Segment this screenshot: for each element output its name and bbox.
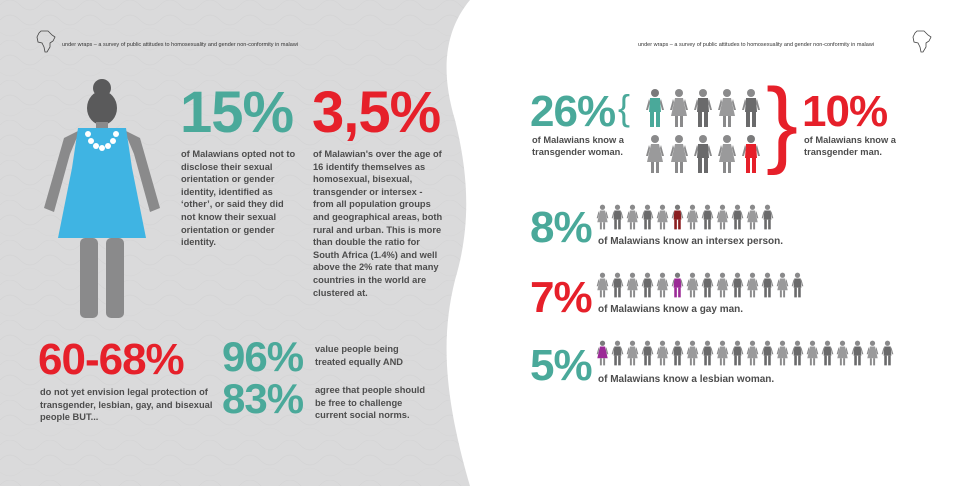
- person-icon: [716, 204, 729, 230]
- stat-10-text: of Malawians know a transgender man.: [804, 135, 896, 157]
- stat-7-text: of Malawians know a gay man.: [598, 304, 744, 315]
- person-icon: [701, 340, 714, 366]
- bracket-left: {: [618, 87, 630, 128]
- stat-3-5-text: of Malawian's over the age of 16 identif…: [313, 149, 443, 298]
- person-icon: [670, 135, 688, 173]
- person-icon: [611, 340, 624, 366]
- person-icon: [791, 340, 804, 366]
- person-icon: [596, 204, 609, 230]
- bracket-right: }: [766, 69, 798, 176]
- woman-figure-icon: [44, 79, 160, 318]
- person-icon: [694, 135, 712, 173]
- stat-7-value: 7%: [530, 273, 593, 322]
- stat-8-value: 8%: [530, 203, 593, 252]
- person-icon: [656, 340, 669, 366]
- person-icon: [761, 272, 774, 298]
- transgender-icons-row-2: [645, 134, 765, 176]
- person-icon: [742, 135, 760, 173]
- person-icon: [881, 340, 894, 366]
- person-icon: [641, 204, 654, 230]
- stat-60-68-text: do not yet envision legal protection of …: [40, 387, 213, 423]
- stat-60-68-value: 60-68%: [38, 335, 185, 384]
- person-icon: [746, 272, 759, 298]
- person-icon: [671, 340, 684, 366]
- person-icon: [761, 340, 774, 366]
- person-icon: [626, 272, 639, 298]
- person-icon: [791, 272, 804, 298]
- person-icon: [851, 340, 864, 366]
- person-icon: [761, 204, 774, 230]
- person-icon: [742, 89, 760, 127]
- stat-96-value: 96%: [222, 333, 304, 380]
- person-icon: [611, 272, 624, 298]
- africa-map-icon: [912, 30, 932, 53]
- stat-8-text: of Malawians know an intersex person.: [598, 236, 784, 247]
- person-icon: [836, 340, 849, 366]
- person-icon: [596, 340, 609, 366]
- person-icon: [686, 340, 699, 366]
- stat-83-value: 83%: [222, 375, 304, 422]
- stat-5-text: of Malawians know a lesbian woman.: [598, 374, 775, 385]
- person-icon: [776, 272, 789, 298]
- stat-5-value: 5%: [530, 341, 593, 390]
- person-icon: [716, 272, 729, 298]
- left-running-head: under wraps – a survey of public attitud…: [62, 42, 299, 48]
- person-icon: [731, 272, 744, 298]
- stat-3-5-value: 3,5%: [312, 80, 441, 145]
- africa-map-icon: [36, 30, 56, 53]
- intersex-icons-row: [596, 204, 776, 234]
- person-icon: [670, 89, 688, 127]
- person-icon: [611, 204, 624, 230]
- person-icon: [641, 272, 654, 298]
- person-icon: [718, 135, 736, 173]
- right-running-head: under wraps – a survey of public attitud…: [638, 42, 875, 48]
- person-icon: [701, 272, 714, 298]
- person-icon: [671, 272, 684, 298]
- gay-man-icons-row: [596, 272, 806, 302]
- stat-10-value: 10%: [802, 87, 888, 136]
- person-icon: [686, 204, 699, 230]
- stat-26-text: of Malawians know a transgender woman.: [532, 135, 624, 157]
- stat-15-text: of Malawians opted not to disclose their…: [181, 149, 296, 248]
- stat-15-value: 15%: [180, 80, 294, 145]
- person-icon: [626, 204, 639, 230]
- person-icon: [686, 272, 699, 298]
- stat-83-text: agree that people should be free to chal…: [315, 385, 426, 421]
- person-icon: [806, 340, 819, 366]
- transgender-icons-row-1: [645, 88, 765, 130]
- lesbian-woman-icons-row: [596, 340, 896, 370]
- person-icon: [746, 340, 759, 366]
- person-icon: [656, 204, 669, 230]
- person-icon: [646, 89, 664, 127]
- person-icon: [718, 89, 736, 127]
- person-icon: [716, 340, 729, 366]
- person-icon: [731, 340, 744, 366]
- person-icon: [731, 204, 744, 230]
- person-icon: [596, 272, 609, 298]
- person-icon: [694, 89, 712, 127]
- person-icon: [671, 204, 684, 230]
- person-icon: [701, 204, 714, 230]
- person-icon: [626, 340, 639, 366]
- person-icon: [776, 340, 789, 366]
- person-icon: [641, 340, 654, 366]
- person-icon: [656, 272, 669, 298]
- stat-96-text: value people being treated equally AND: [315, 344, 403, 367]
- person-icon: [866, 340, 879, 366]
- person-icon: [821, 340, 834, 366]
- person-icon: [646, 135, 664, 173]
- person-icon: [746, 204, 759, 230]
- stat-26-value: 26%: [530, 87, 616, 136]
